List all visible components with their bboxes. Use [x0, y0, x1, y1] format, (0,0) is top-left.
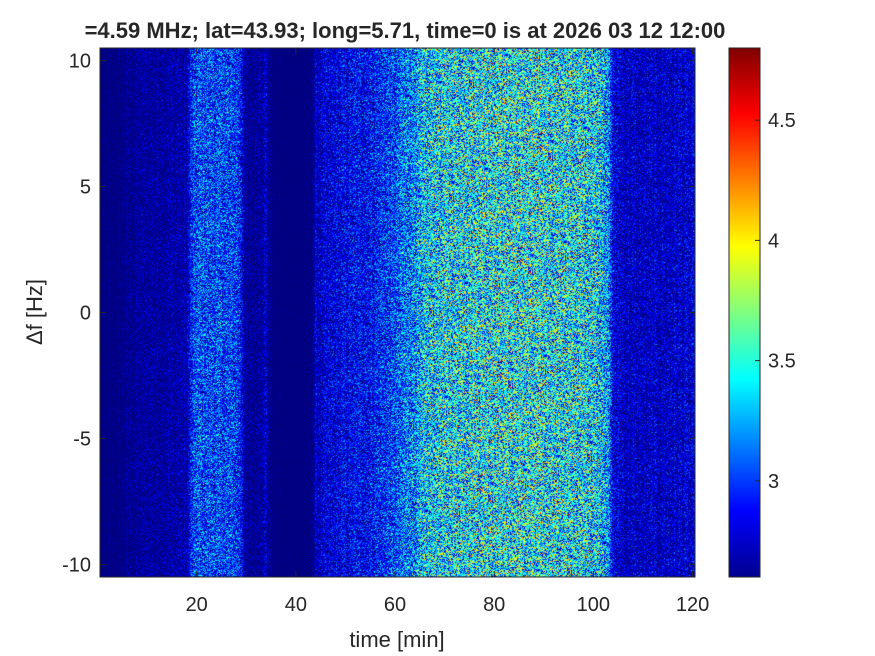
colorbar-tick-label: 4 — [768, 230, 779, 252]
colorbar-tick-label: 3.5 — [768, 351, 796, 373]
chart-title: =4.59 MHz; lat=43.93; long=5.71, time=0 … — [85, 18, 726, 43]
colorbar-tick-label: 4.5 — [768, 110, 796, 132]
y-axis-label: Δf [Hz] — [22, 279, 47, 345]
colorbar-gradient — [729, 48, 760, 577]
y-tick-label: 5 — [80, 177, 91, 199]
plot-area — [99, 47, 696, 578]
x-tick-label: 80 — [483, 594, 505, 616]
colorbar: 3 3.5 4 4.5 — [728, 47, 796, 578]
y-tick-label: -10 — [62, 554, 91, 576]
y-tick-label: -5 — [73, 428, 91, 450]
colorbar-tick-label: 3 — [768, 471, 779, 493]
x-tick-label: 40 — [285, 594, 307, 616]
colorbar-frame — [728, 47, 761, 578]
y-axis: -10 -5 0 5 10 — [62, 51, 695, 576]
x-tick-label: 60 — [384, 594, 406, 616]
x-axis: 20 40 60 80 100 120 — [186, 48, 709, 616]
y-tick-label: 0 — [80, 303, 91, 325]
x-tick-label: 120 — [676, 594, 709, 616]
spectrogram-heatmap — [100, 48, 695, 577]
x-axis-label: time [min] — [349, 627, 444, 652]
colorbar-ticks: 3 3.5 4 4.5 — [755, 110, 796, 493]
x-tick-label: 100 — [577, 594, 610, 616]
x-tick-label: 20 — [186, 594, 208, 616]
y-tick-label: 10 — [69, 51, 91, 73]
